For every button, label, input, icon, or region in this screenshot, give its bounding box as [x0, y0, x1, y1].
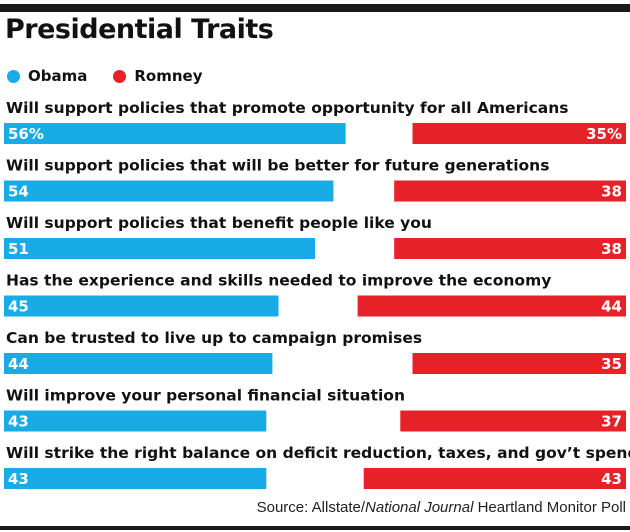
- question-label: Will strike the right balance on deficit…: [6, 444, 630, 462]
- obama-value-label: 56%: [8, 125, 44, 143]
- romney-value-label: 38: [601, 183, 622, 201]
- bar-chart: Will support policies that promote oppor…: [4, 99, 630, 489]
- obama-value-label: 43: [8, 470, 29, 488]
- legend-label-romney: Romney: [134, 67, 203, 85]
- romney-bar: [412, 353, 626, 374]
- romney-bar: [363, 468, 626, 489]
- question-label: Has the experience and skills needed to …: [6, 272, 551, 290]
- obama-bar: [4, 353, 273, 374]
- romney-value-label: 35: [601, 355, 622, 373]
- romney-bar: [400, 410, 626, 432]
- romney-value-label: 43: [601, 470, 622, 488]
- chart-title: Presidential Traits: [5, 14, 274, 45]
- obama-bar: [4, 295, 279, 317]
- legend: Obama Romney: [7, 67, 229, 85]
- source-suffix: Heartland Monitor Poll: [473, 499, 626, 516]
- obama-bar: [4, 238, 316, 259]
- question-label: Can be trusted to live up to campaign pr…: [6, 329, 422, 347]
- obama-bar: [4, 123, 346, 144]
- obama-bar: [4, 410, 267, 432]
- legend-item-obama: Obama: [7, 67, 87, 85]
- romney-value-label: 38: [601, 240, 622, 258]
- obama-value-label: 45: [8, 298, 29, 316]
- top-rule: [0, 4, 630, 12]
- romney-value-label: 44: [601, 298, 622, 316]
- legend-item-romney: Romney: [113, 67, 203, 85]
- bottom-rule: [0, 526, 630, 530]
- romney-value-label: 37: [601, 413, 622, 431]
- question-label: Will support policies that promote oppor…: [6, 99, 568, 117]
- legend-label-obama: Obama: [28, 67, 88, 85]
- source-note: Source: Allstate/National Journal Heartl…: [257, 499, 626, 516]
- romney-swatch: [113, 69, 127, 83]
- romney-value-label: 35%: [586, 125, 622, 143]
- romney-bar: [412, 123, 626, 144]
- question-label: Will support policies that benefit peopl…: [6, 214, 432, 232]
- obama-value-label: 43: [8, 413, 29, 431]
- romney-bar: [357, 295, 626, 317]
- obama-value-label: 54: [8, 183, 29, 201]
- question-label: Will support policies that will be bette…: [6, 157, 549, 175]
- question-label: Will improve your personal financial sit…: [6, 387, 405, 405]
- romney-bar: [394, 180, 626, 202]
- source-publication: National Journal: [365, 499, 474, 516]
- romney-bar: [394, 238, 626, 259]
- obama-swatch: [7, 69, 20, 83]
- obama-bar: [4, 468, 267, 489]
- source-prefix: Source: Allstate/: [256, 499, 366, 516]
- obama-value-label: 51: [8, 240, 29, 258]
- obama-value-label: 44: [8, 355, 29, 373]
- obama-bar: [4, 180, 334, 202]
